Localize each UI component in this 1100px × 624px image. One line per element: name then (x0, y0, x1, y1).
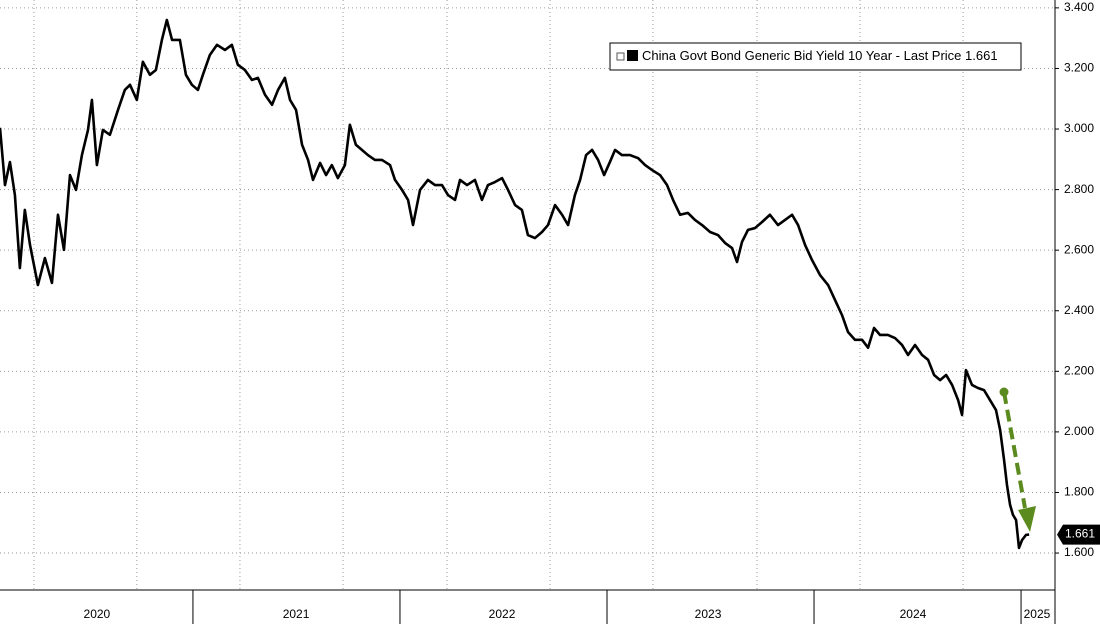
series (0, 18, 1030, 550)
last-price-label: 1.661 (1065, 527, 1095, 541)
legend-swatch (627, 50, 638, 61)
legend-series-name: China Govt Bond Generic Bid Yield 10 Yea… (642, 48, 961, 63)
legend-box (609, 42, 1022, 71)
legend: China Govt Bond Generic Bid Yield 10 Yea… (609, 42, 1022, 71)
x-tick-label: 2022 (489, 607, 516, 621)
last-price-tag: 1.661 (1057, 524, 1100, 545)
arrow-start (999, 387, 1009, 397)
x-tick-label: 2023 (695, 607, 722, 621)
y-tick-label: 3.000 (1064, 121, 1094, 135)
y-tick-label: 2.800 (1064, 182, 1094, 196)
y-tick-label: 2.400 (1064, 303, 1094, 317)
y-tick-label: 2.000 (1064, 424, 1094, 438)
y-tick-label: 1.800 (1064, 485, 1094, 499)
arrow-shaft (1002, 391, 1027, 509)
x-tick-label: 2025 (1024, 607, 1051, 621)
legend-toggle (616, 52, 625, 61)
trend-arrow (999, 387, 1036, 532)
x-tick-label: 2021 (283, 607, 310, 621)
x-tick-label: 2024 (900, 607, 927, 621)
y-tick-label: 2.600 (1064, 242, 1094, 256)
last-price-badge (1057, 524, 1100, 545)
legend-label: China Govt Bond Generic Bid Yield 10 Yea… (642, 48, 998, 63)
legend-last-value: 1.661 (965, 48, 998, 63)
y-tick-label: 3.400 (1064, 0, 1094, 14)
arrow-head (1018, 506, 1036, 532)
axes: 1.600 1.800 2.000 2.200 2.400 2.600 2.800 3.000… (84, 0, 1094, 624)
y-tick-label: 3.200 (1064, 61, 1094, 75)
y-tick-label: 2.200 (1064, 363, 1094, 377)
series-line (0, 18, 1030, 550)
y-tick-label: 1.600 (1064, 545, 1094, 559)
x-tick-label: 2020 (84, 607, 111, 621)
